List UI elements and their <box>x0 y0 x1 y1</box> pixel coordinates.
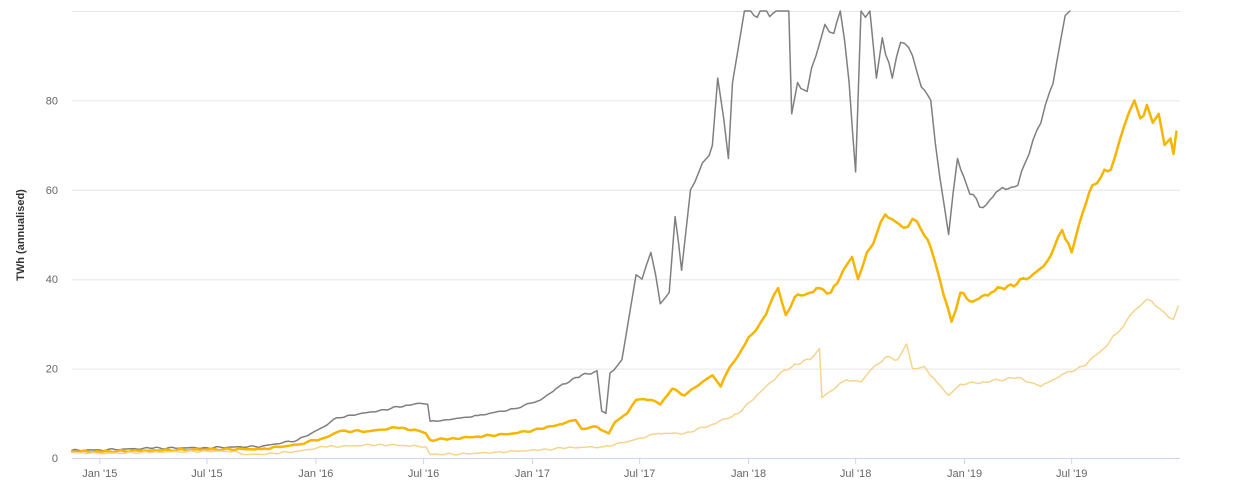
y-tick-label: 0 <box>52 453 58 465</box>
series-layer <box>70 10 1179 456</box>
y-tick-label: 40 <box>46 274 58 286</box>
series-line-3 <box>71 298 1179 456</box>
y-gridlines <box>72 11 1180 370</box>
y-axis-label: TWh (annualised) <box>15 189 27 281</box>
y-tick-label: 20 <box>46 364 58 376</box>
x-tick-label: Jan '15 <box>82 468 117 480</box>
y-tick-label: 60 <box>46 185 58 197</box>
x-tick-label: Jul '17 <box>624 468 655 480</box>
series-line-1 <box>71 10 1071 452</box>
x-tick-label: Jul '16 <box>408 468 439 480</box>
y-tick-labels: 0 20 40 60 80 <box>46 95 58 465</box>
x-tick-label: Jul '19 <box>1056 468 1087 480</box>
x-tick-label: Jan '19 <box>947 468 982 480</box>
series-line-2 <box>70 99 1178 454</box>
y-tick-label: 80 <box>46 95 58 107</box>
x-tick-label: Jul '15 <box>191 468 222 480</box>
x-tick-label: Jan '17 <box>515 468 550 480</box>
x-tick-label: Jul '18 <box>840 468 871 480</box>
x-tick-label: Jan '16 <box>298 468 333 480</box>
x-tick-label: Jan '18 <box>731 468 766 480</box>
x-ticks: Jan '15 Jul '15 Jan '16 Jul '16 Jan '17 Jul '… <box>82 458 1087 480</box>
